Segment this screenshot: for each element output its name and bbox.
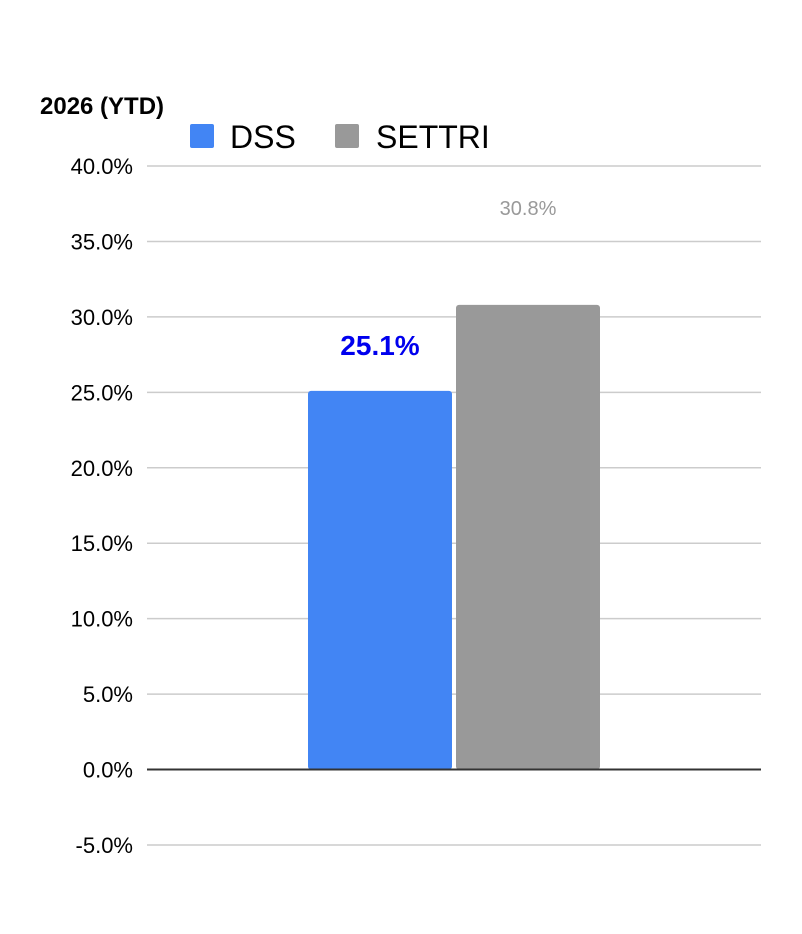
- bar-dss: [308, 390, 452, 770]
- legend-swatch-settri: [335, 124, 359, 148]
- y-tick-label: 35.0%: [71, 229, 133, 254]
- y-tick-label: 20.0%: [71, 456, 133, 481]
- y-tick-label: -5.0%: [76, 833, 133, 858]
- data-label-dss: 25.1%: [340, 330, 419, 361]
- legend-label-settri: SETTRI: [376, 119, 490, 155]
- gridlines: [147, 165, 761, 846]
- y-axis-tick-labels: 40.0% 35.0% 30.0% 25.0% 20.0% 15.0% 10.0% 5.0% 0…: [71, 154, 133, 858]
- y-tick-label: 15.0%: [71, 531, 133, 556]
- legend-label-dss: DSS: [230, 119, 296, 155]
- legend-swatch-dss: [190, 124, 214, 148]
- bars: [308, 304, 600, 770]
- legend-item-settri: SETTRI: [335, 119, 490, 155]
- y-tick-label: 25.0%: [71, 380, 133, 405]
- bar-settri: [456, 304, 600, 770]
- chart-title: 2026 (YTD): [40, 93, 164, 120]
- legend-item-dss: DSS: [190, 119, 296, 155]
- y-tick-label: 5.0%: [83, 682, 133, 707]
- y-tick-label: 40.0%: [71, 154, 133, 179]
- data-labels: 25.1% 30.8%: [340, 198, 556, 361]
- y-tick-label: 30.0%: [71, 305, 133, 330]
- y-tick-label: 0.0%: [83, 758, 133, 783]
- legend: DSS SETTRI: [190, 119, 490, 155]
- y-tick-label: 10.0%: [71, 607, 133, 632]
- data-label-settri: 30.8%: [500, 198, 557, 220]
